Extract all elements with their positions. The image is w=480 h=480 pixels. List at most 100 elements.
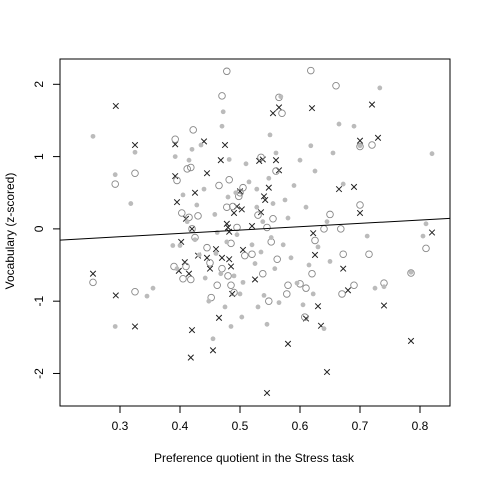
cross-point (131, 323, 139, 330)
filled-dot-point (321, 326, 327, 332)
open-circle-point (337, 225, 345, 233)
filled-dot-point (252, 261, 258, 266)
cross-point (314, 303, 322, 310)
open-circle-point (187, 275, 195, 284)
open-circle-point (230, 288, 238, 297)
cross-point (350, 183, 358, 191)
filled-dot-point (255, 304, 261, 310)
open-circle-point (207, 293, 215, 302)
filled-dot-point (273, 150, 279, 156)
filled-dot-point (177, 243, 183, 248)
filled-dot-point (276, 300, 282, 306)
filled-dot-point (270, 201, 276, 206)
filled-dot-point (112, 172, 118, 178)
filled-dot-point (254, 186, 260, 192)
data-points (89, 66, 436, 397)
cross-point (188, 225, 196, 233)
cross-point (185, 270, 193, 277)
cross-point (112, 102, 119, 110)
filled-dot-point (280, 242, 286, 248)
cross-point (374, 134, 382, 141)
filled-dot-point (226, 157, 232, 162)
cross-point (356, 209, 364, 217)
open-circle-point (227, 281, 235, 290)
x-axis: 0.3 0.4 0.5 0.6 0.7 0.8 (112, 405, 429, 433)
filled-dot-point (206, 298, 212, 304)
open-circle-point (407, 269, 415, 277)
x-tick-label: 0.7 (352, 419, 369, 433)
open-circle-point (223, 203, 231, 211)
open-circle-point (301, 313, 309, 321)
cross-point (226, 228, 233, 235)
cross-point (428, 229, 436, 236)
filled-dot-point (351, 123, 357, 129)
filled-dot-point (128, 201, 134, 206)
filled-dot-point (194, 202, 200, 208)
filled-dot-point (282, 197, 288, 203)
open-circle-point (259, 269, 267, 278)
open-circle-point (284, 281, 292, 290)
filled-dot-point (246, 179, 252, 185)
open-circle-point (203, 243, 211, 252)
open-circle-point (178, 209, 186, 217)
x-tick-label: 0.5 (232, 419, 249, 433)
regression-line (59, 217, 451, 241)
filled-dot-point (312, 168, 318, 174)
filled-dot-point (330, 150, 336, 156)
cross-point (260, 193, 268, 200)
cross-point (230, 209, 238, 217)
cross-point (238, 206, 245, 213)
cross-point (181, 258, 188, 266)
open-circle-point (278, 109, 286, 117)
filled-dot-point (239, 314, 245, 320)
x-axis-label: Preference quotient in the Stress task (154, 451, 355, 465)
open-circle-point (183, 165, 191, 173)
cross-point (248, 222, 256, 230)
filled-dot-point (357, 143, 363, 149)
open-circle-point (365, 250, 373, 258)
filled-dot-point (278, 94, 284, 99)
filled-dot-point (423, 221, 429, 227)
cross-point (218, 254, 226, 261)
cross-point (284, 340, 292, 347)
cross-point (209, 347, 217, 354)
cross-point (203, 170, 211, 177)
open-circle-point (235, 192, 243, 201)
open-circle-point (187, 163, 195, 172)
cross-point (272, 157, 280, 164)
filled-dot-point (231, 273, 237, 279)
filled-dot-point (218, 271, 224, 277)
filled-dot-point (285, 215, 291, 221)
open-circle-point (356, 142, 364, 151)
filled-dot-point (220, 109, 226, 115)
filled-dot-point (234, 232, 240, 238)
open-circle-point (224, 272, 232, 280)
filled-dot-point (297, 157, 303, 163)
cross-point (407, 337, 415, 345)
open-circle-point (265, 297, 273, 305)
filled-dot-point (174, 266, 180, 272)
open-circle-point (356, 201, 364, 209)
filled-dot-point (172, 154, 178, 159)
cross-point (340, 265, 347, 272)
filled-dot-point (233, 190, 239, 196)
open-circle-point (223, 67, 231, 76)
cross-point (89, 270, 97, 277)
cross-point (223, 220, 230, 227)
open-circle-point (131, 288, 139, 296)
filled-dot-point (420, 233, 426, 239)
open-circle-point (248, 250, 256, 258)
filled-dot-point (184, 219, 190, 225)
cross-point (251, 276, 259, 283)
open-circle-point (206, 259, 214, 267)
filled-dot-point (210, 336, 216, 342)
filled-dot-point (300, 302, 306, 308)
filled-dot-point (90, 133, 96, 139)
filled-dot-point (324, 219, 330, 225)
cross-point (239, 246, 247, 254)
filled-dot-point (372, 285, 378, 291)
cross-point (215, 314, 223, 321)
filled-dot-point (112, 324, 118, 329)
cross-point (188, 326, 196, 334)
